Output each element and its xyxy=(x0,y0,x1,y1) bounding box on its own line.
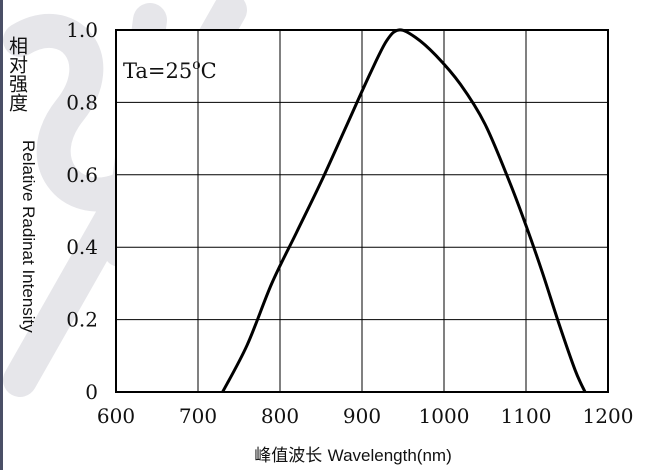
x-tick-label: 700 xyxy=(179,404,217,428)
x-tick-label: 900 xyxy=(343,404,381,428)
x-tick-label: 1100 xyxy=(501,404,552,428)
x-tick-label: 1000 xyxy=(419,404,470,428)
x-axis-label-en: Wavelength(nm) xyxy=(327,446,452,465)
y-tick-label: 1.0 xyxy=(66,18,98,42)
y-tick-label: 0.4 xyxy=(66,235,98,259)
x-axis-label: 峰值波长 Wavelength(nm) xyxy=(0,441,664,466)
series-line xyxy=(221,28,587,393)
y-axis-label-cn: 相对强度 xyxy=(6,36,28,112)
x-tick-label: 1200 xyxy=(583,404,634,428)
y-tick-label: 0.6 xyxy=(66,163,98,187)
x-axis-label-cn: 峰值波长 xyxy=(254,446,323,466)
x-tick-label: 600 xyxy=(97,404,135,428)
temperature-annotation: Ta=25oC xyxy=(123,57,217,83)
y-tick-label: 0.8 xyxy=(66,90,98,114)
y-tick-label: 0.2 xyxy=(66,308,98,332)
x-tick-label: 800 xyxy=(261,404,299,428)
left-border-rule xyxy=(0,0,3,470)
y-tick-label: 0 xyxy=(85,380,98,404)
y-axis-label-en: Relative Radinat Intensity xyxy=(19,140,38,333)
plot-frame xyxy=(115,29,609,393)
